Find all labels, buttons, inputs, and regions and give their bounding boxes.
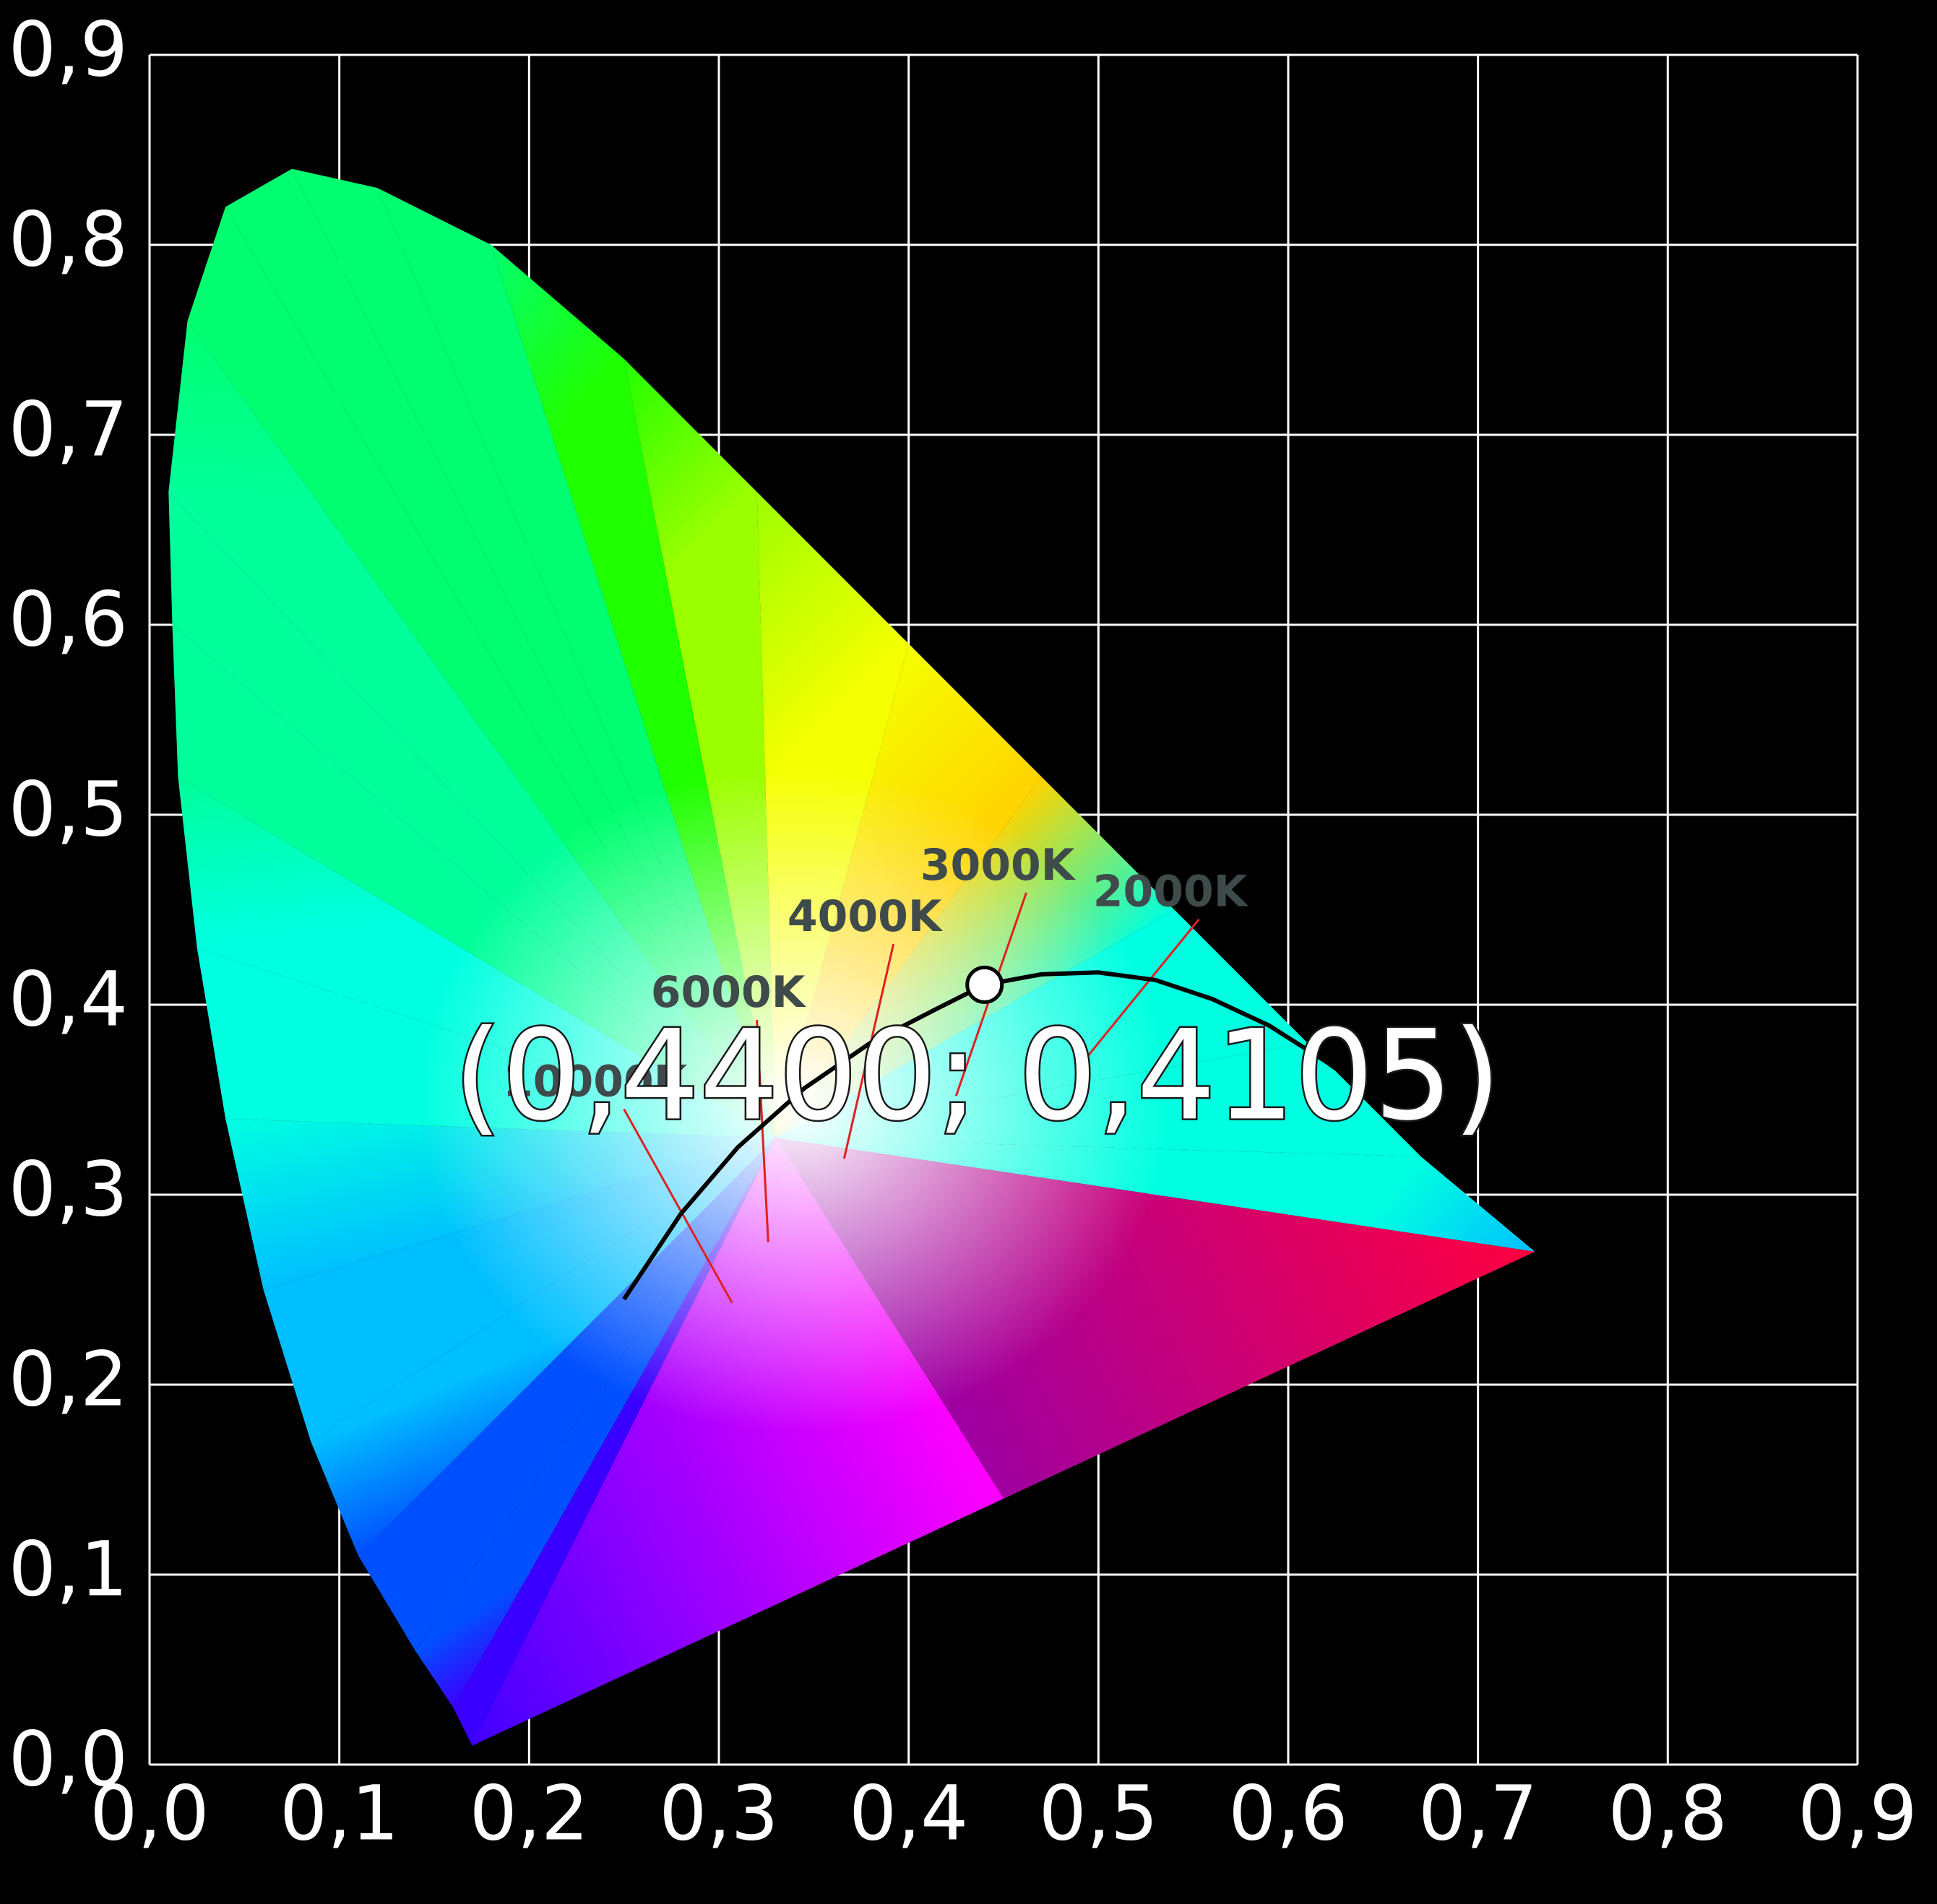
isotherm-label: 3000K (920, 840, 1077, 891)
gamut-slice (611, 296, 776, 1138)
isotherm-line (623, 1108, 733, 1304)
x-tick-label: 0,6 (1228, 1770, 1347, 1858)
white-point-glow (419, 767, 1171, 1432)
marked-points: (0,4400; 0,4105) (452, 965, 1503, 1150)
measured-point-label: (0,4400; 0,4105) (453, 1003, 1501, 1148)
measured-point-marker (965, 965, 1004, 1004)
y-tick-label: 0,3 (9, 1145, 128, 1233)
x-tick-label: 0,4 (849, 1770, 968, 1858)
isotherm-label: 2000K (1093, 867, 1249, 917)
y-tick-label: 0,9 (9, 5, 128, 93)
isotherm-label: 4000K (788, 891, 944, 942)
gamut-region (168, 168, 1535, 1746)
y-tick-label: 0,2 (9, 1335, 128, 1423)
x-tick-label: 0,8 (1608, 1770, 1727, 1858)
isotherm-line (756, 1019, 769, 1242)
isotherm-label: 6000K (651, 967, 807, 1018)
x-tick-label: 0,1 (280, 1770, 399, 1858)
gamut-slice (468, 173, 776, 1138)
x-tick-label: 0,7 (1418, 1770, 1537, 1858)
y-tick-label: 0,8 (9, 195, 128, 283)
y-tick-label: 0,6 (9, 575, 128, 663)
x-tick-label: 0,0 (90, 1770, 209, 1858)
isotherm-line (842, 943, 895, 1159)
x-tick-label: 0,3 (659, 1770, 778, 1858)
y-tick-label: 0,7 (9, 385, 128, 473)
x-tick-label: 0,9 (1798, 1770, 1917, 1858)
planckian-locus-line (622, 970, 1385, 1301)
y-tick-label: 0,5 (9, 765, 128, 853)
isotherm-label: 10000K (503, 1057, 689, 1107)
x-tick-label: 0,2 (470, 1770, 589, 1858)
y-tick-label: 0,0 (9, 1715, 128, 1803)
y-tick-label: 0,1 (9, 1525, 128, 1613)
axis-ticks: 0,0 0,1 0,2 0,3 0,4 0,5 0,6 0,7 0,8 0,9 0,0 0,1 0,2 0… (9, 5, 1917, 1857)
y-tick-label: 0,4 (9, 955, 128, 1043)
x-tick-label: 0,5 (1039, 1770, 1158, 1858)
isotherm-line (1082, 918, 1200, 1063)
